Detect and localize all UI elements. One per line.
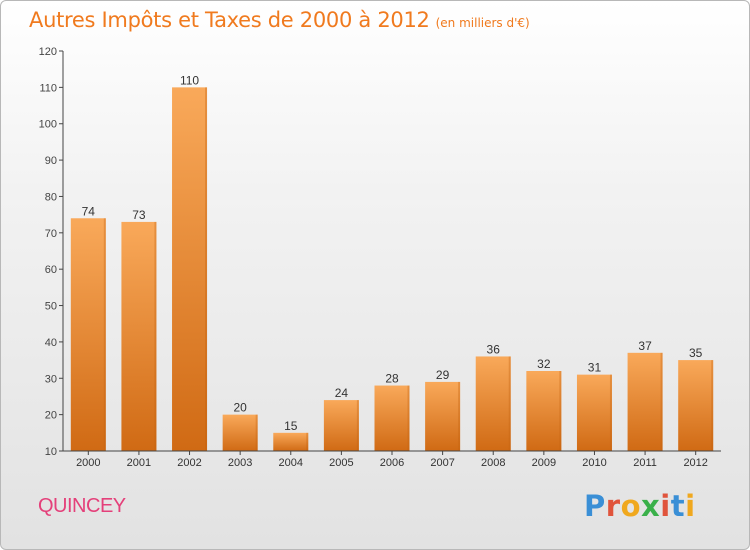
- data-label: 36: [487, 342, 501, 356]
- x-tick-label: 2008: [481, 457, 505, 469]
- logo-letter: P: [584, 489, 606, 523]
- chart-title-text: Autres Impôts et Taxes de 2000 à 2012: [29, 8, 430, 32]
- x-tick-label: 2003: [228, 457, 252, 469]
- bar: [627, 352, 663, 451]
- y-tick-label: 100: [39, 119, 57, 131]
- y-tick-label: 60: [45, 264, 57, 276]
- x-tick-label: 2005: [329, 457, 353, 469]
- data-label: 74: [82, 204, 96, 218]
- bar: [172, 87, 208, 451]
- bar: [374, 385, 410, 451]
- bar-edge: [458, 381, 461, 451]
- bar-edge: [407, 385, 410, 451]
- bars-layer: [70, 87, 714, 451]
- bar-edge: [356, 400, 359, 451]
- data-label: 24: [335, 386, 349, 400]
- chart-title: Autres Impôts et Taxes de 2000 à 2012 (en…: [29, 8, 530, 32]
- y-tick-label: 10: [45, 446, 57, 458]
- y-tick-label: 20: [45, 410, 57, 422]
- data-label: 32: [537, 357, 551, 371]
- bar: [425, 381, 461, 451]
- y-tick-label: 90: [45, 155, 57, 167]
- bar-edge: [559, 371, 562, 451]
- bar: [222, 414, 258, 451]
- bar: [70, 218, 106, 451]
- y-tick-label: 120: [39, 46, 57, 58]
- proxiti-logo: Proxiti: [584, 489, 696, 523]
- x-tick-label: 2011: [633, 457, 657, 469]
- bar-edge: [609, 374, 612, 451]
- bar: [121, 221, 157, 451]
- bar-edge: [255, 414, 258, 451]
- logo-letter: t: [670, 489, 686, 523]
- data-label: 20: [233, 401, 247, 415]
- x-tick-label: 2012: [683, 457, 707, 469]
- y-tick-label: 30: [45, 373, 57, 385]
- data-label: 15: [284, 419, 298, 433]
- logo-letter: x: [641, 489, 661, 523]
- data-label: 35: [689, 346, 703, 360]
- logo-letter: o: [620, 489, 642, 523]
- data-label: 110: [180, 73, 199, 87]
- x-tick-label: 2000: [76, 457, 100, 469]
- commune-name: QUINCEY: [38, 495, 126, 517]
- bar-edge: [103, 218, 106, 451]
- bar-edge: [711, 360, 714, 451]
- x-tick-label: 2004: [279, 457, 303, 469]
- x-tick-label: 2007: [430, 457, 454, 469]
- bar-edge: [508, 356, 511, 451]
- x-tick-label: 2006: [380, 457, 404, 469]
- y-tick-label: 70: [45, 228, 57, 240]
- data-label: 31: [588, 361, 602, 375]
- bar: [526, 371, 562, 451]
- logo-letter: r: [605, 489, 621, 523]
- chart-subtitle: (en milliers d'€): [435, 16, 530, 30]
- axes-layer: 10 20 30 40 50 60 70 80 90 100 110 120 74 2000 73 2001 1…: [39, 46, 721, 469]
- bar: [678, 360, 714, 451]
- data-label: 73: [132, 208, 146, 222]
- bar: [576, 374, 612, 451]
- x-tick-label: 2001: [127, 457, 151, 469]
- bar: [323, 400, 359, 451]
- data-label: 37: [638, 339, 652, 353]
- y-tick-label: 50: [45, 301, 57, 313]
- bar-edge: [205, 87, 208, 451]
- bar-edge: [660, 352, 663, 451]
- y-tick-label: 40: [45, 337, 57, 349]
- x-tick-label: 2009: [532, 457, 556, 469]
- bar-edge: [306, 432, 309, 451]
- y-tick-label: 110: [39, 82, 57, 94]
- bar: [273, 432, 309, 451]
- x-tick-label: 2010: [582, 457, 606, 469]
- data-label: 28: [385, 372, 399, 386]
- x-tick-label: 2002: [177, 457, 201, 469]
- logo-letter: i: [685, 489, 696, 523]
- y-tick-label: 80: [45, 191, 57, 203]
- logo-letter: i: [660, 489, 671, 523]
- bar-edge: [154, 221, 157, 451]
- data-label: 29: [436, 368, 450, 382]
- bar: [475, 356, 511, 451]
